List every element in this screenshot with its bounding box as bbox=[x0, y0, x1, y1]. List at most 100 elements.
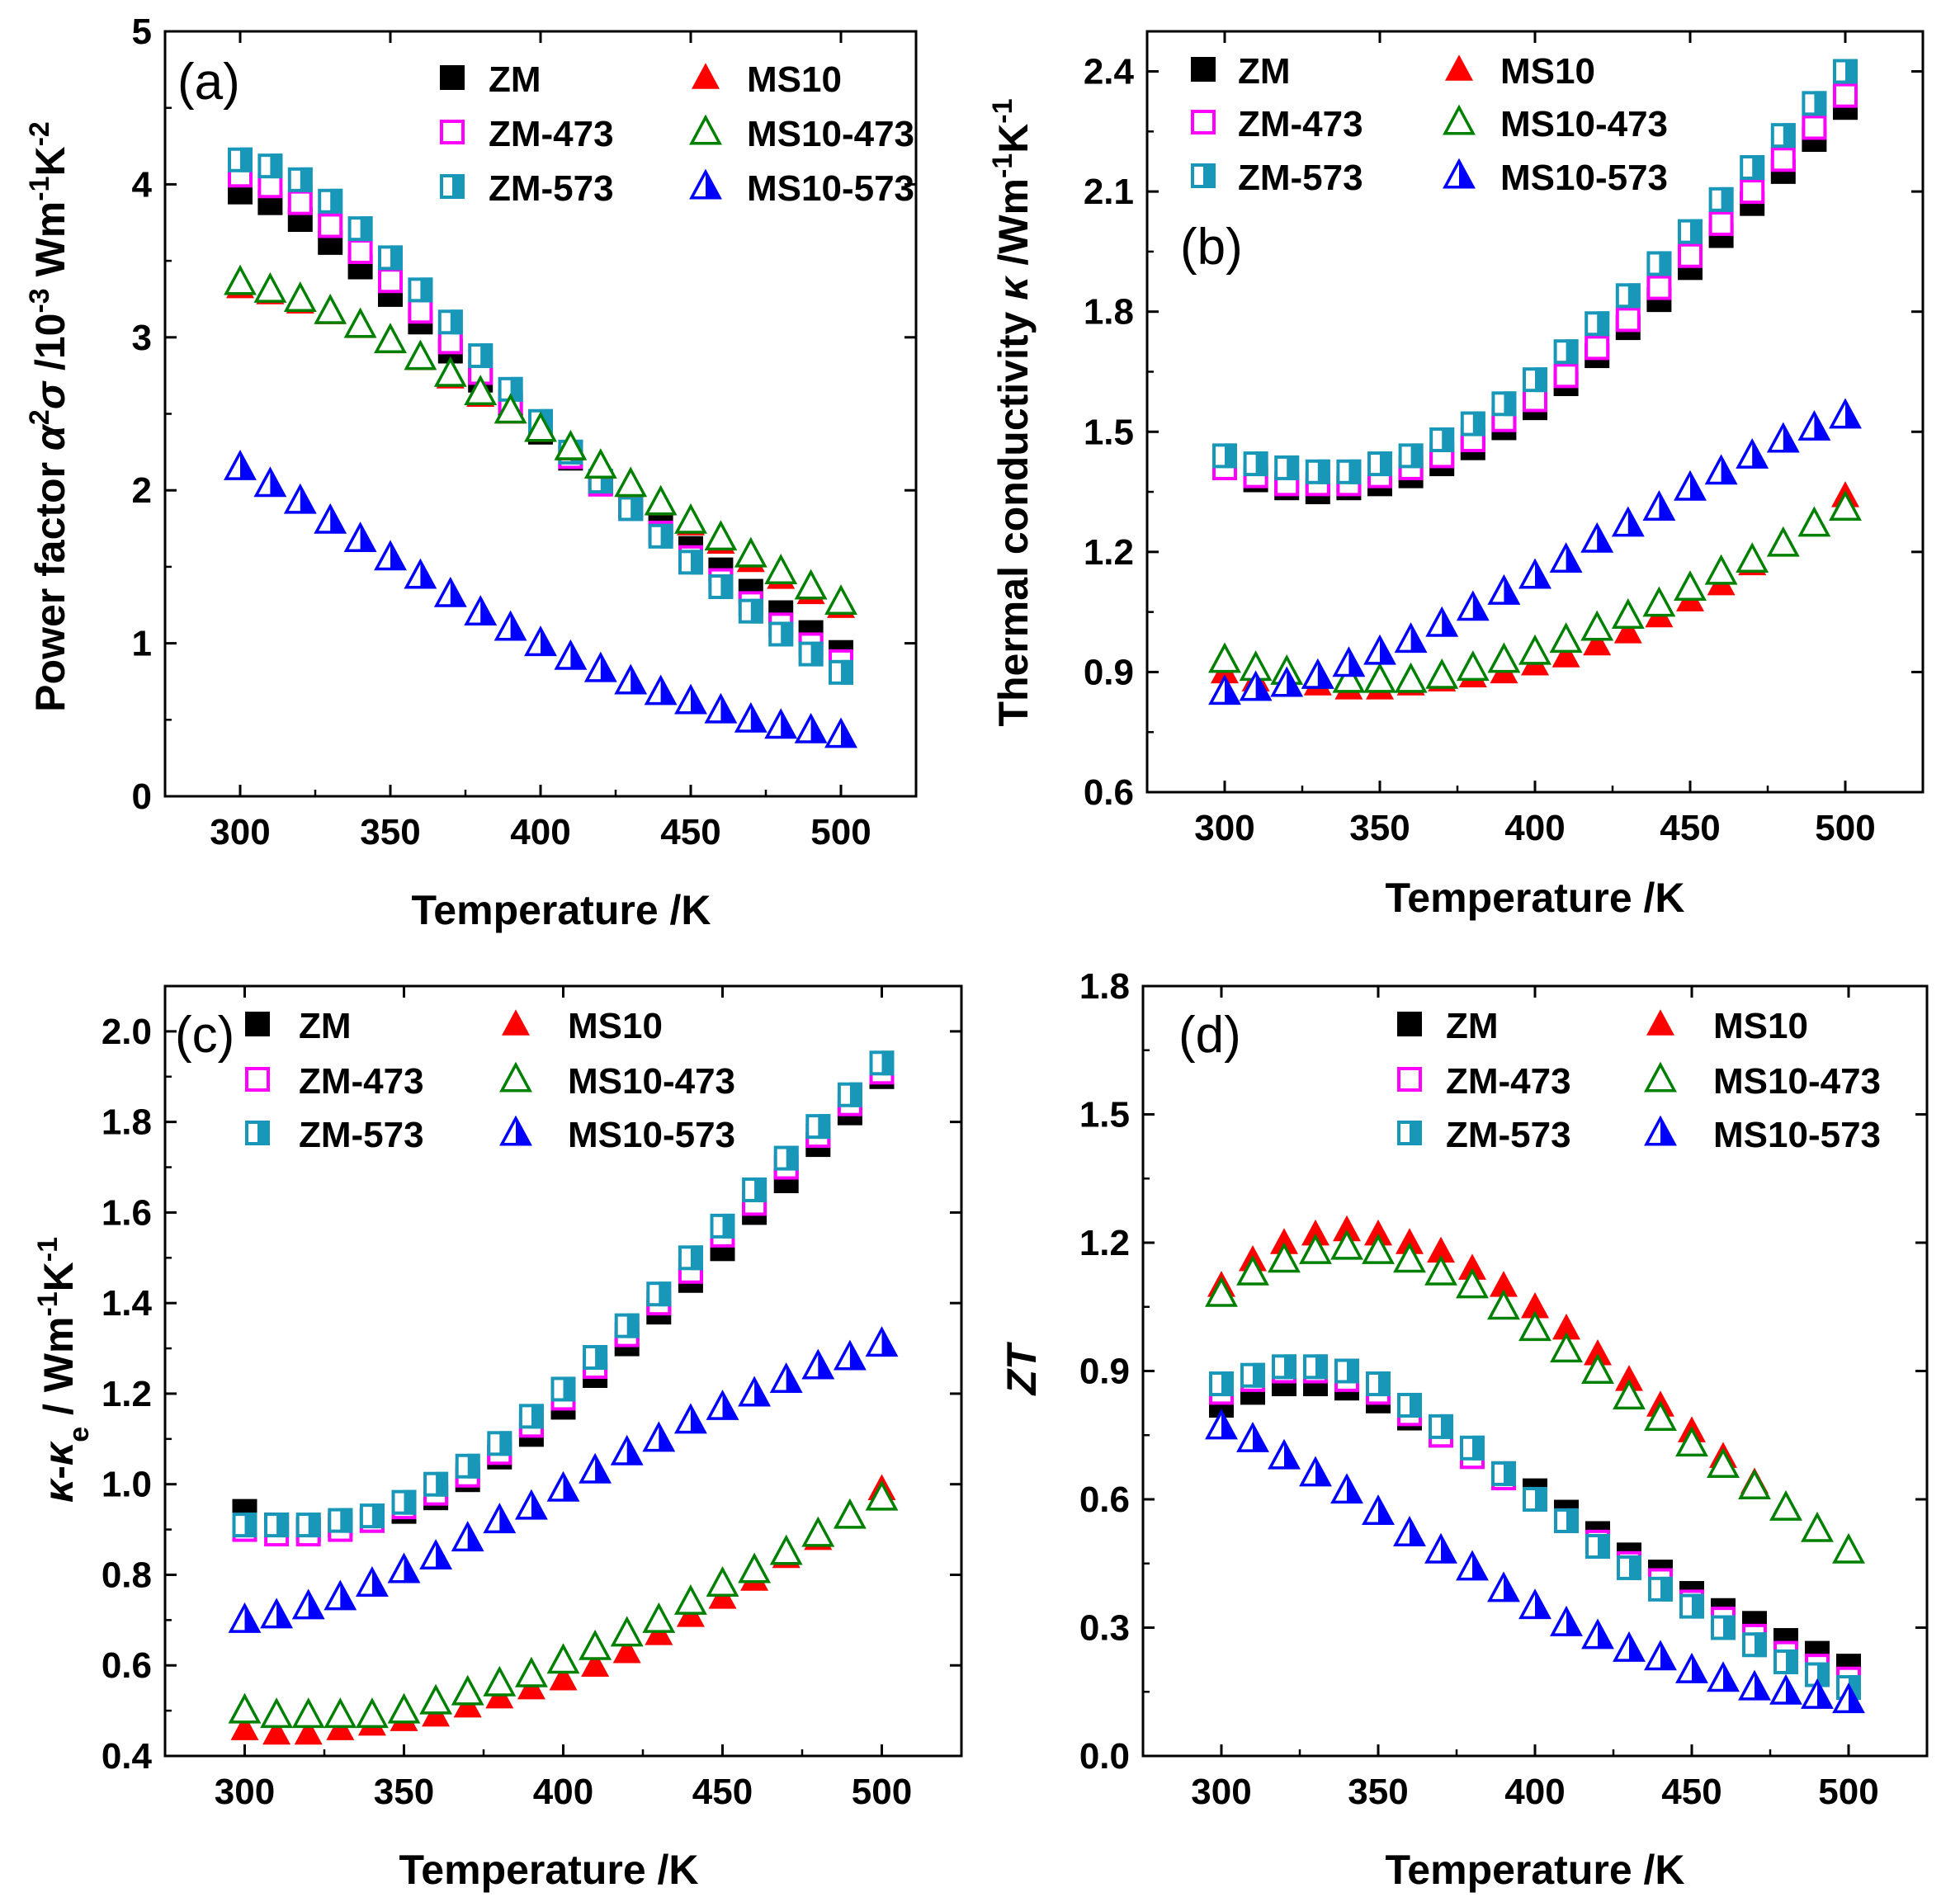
data-point bbox=[1491, 1461, 1516, 1486]
data-point bbox=[437, 329, 463, 355]
legend-label: ZM bbox=[1446, 1006, 1499, 1046]
data-point bbox=[1394, 662, 1428, 693]
legend-marker bbox=[502, 1009, 530, 1036]
data-point bbox=[1711, 1615, 1736, 1640]
data-point bbox=[437, 309, 463, 335]
data-point bbox=[1644, 1640, 1677, 1671]
data-point bbox=[1613, 617, 1642, 644]
x-tick-label: 350 bbox=[1349, 808, 1410, 848]
data-point bbox=[1424, 1532, 1457, 1564]
data-point bbox=[1644, 1400, 1677, 1432]
legend-label: MS10-473 bbox=[747, 114, 914, 154]
data-point bbox=[824, 717, 857, 748]
data-point bbox=[549, 1664, 578, 1691]
data-point bbox=[1518, 558, 1551, 589]
data-point bbox=[1613, 1379, 1646, 1410]
y-tick-label: 0.9 bbox=[1084, 652, 1134, 692]
legend-label: ZM bbox=[489, 59, 541, 100]
data-point bbox=[1425, 606, 1459, 637]
data-point bbox=[708, 574, 734, 600]
data-point bbox=[524, 411, 557, 442]
x-tick-label: 450 bbox=[692, 1772, 753, 1812]
data-point bbox=[648, 523, 673, 549]
data-point bbox=[1769, 1489, 1802, 1521]
data-point bbox=[419, 1683, 453, 1715]
y-axis-title: Thermal conductivity κ /Wm-1K-1 bbox=[987, 98, 1037, 726]
legend-marker bbox=[1443, 104, 1476, 135]
legend-label: ZM-473 bbox=[489, 114, 614, 154]
x-tick-label: 450 bbox=[660, 812, 720, 852]
data-point bbox=[464, 375, 498, 406]
series-ms10-473 bbox=[228, 1480, 899, 1729]
data-point bbox=[1487, 1571, 1520, 1602]
legend-marker bbox=[440, 65, 465, 90]
y-axis-title: ZT bbox=[999, 1341, 1045, 1397]
data-point bbox=[1766, 526, 1800, 557]
legend: ZM ZM-473 ZM-573 MS10 MS10-473 MS10-573 bbox=[440, 59, 914, 209]
data-point bbox=[674, 503, 707, 534]
data-point bbox=[1551, 641, 1580, 668]
data-point bbox=[1617, 1555, 1641, 1580]
data-point bbox=[487, 1431, 512, 1456]
data-point bbox=[494, 393, 527, 424]
data-point bbox=[455, 1453, 480, 1479]
y-axis-title: Power factor α2σ /10-3 Wm-1K-2 bbox=[24, 121, 73, 712]
data-point bbox=[1646, 251, 1672, 276]
data-point bbox=[738, 1552, 772, 1583]
x-tick-label: 350 bbox=[1348, 1772, 1408, 1812]
data-point bbox=[1429, 1414, 1453, 1439]
data-point bbox=[318, 188, 343, 214]
y-tick-label: 1.5 bbox=[1084, 412, 1134, 452]
data-point bbox=[1367, 451, 1392, 477]
data-point bbox=[378, 268, 403, 294]
legend-label: MS10-473 bbox=[568, 1061, 735, 1102]
data-point bbox=[1487, 1289, 1520, 1320]
x-tick-label: 450 bbox=[1661, 1772, 1721, 1812]
data-point bbox=[1580, 610, 1614, 641]
data-point bbox=[228, 1602, 262, 1633]
data-point bbox=[612, 1637, 641, 1664]
y-tick-label: 1.2 bbox=[102, 1374, 152, 1414]
y-tick-label: 1.0 bbox=[102, 1465, 152, 1505]
y-tick-label: 2.1 bbox=[1084, 172, 1134, 212]
data-point bbox=[423, 1471, 449, 1497]
data-point bbox=[468, 343, 494, 369]
panel-label: (c) bbox=[175, 1007, 234, 1064]
data-point bbox=[833, 1339, 867, 1371]
data-point bbox=[734, 536, 767, 568]
data-point bbox=[805, 1114, 831, 1140]
legend-marker bbox=[1644, 1061, 1677, 1093]
data-point bbox=[550, 1376, 576, 1402]
data-point bbox=[1674, 470, 1707, 501]
data-point bbox=[224, 264, 257, 295]
series-zm-473 bbox=[1212, 83, 1858, 497]
data-point bbox=[1330, 1229, 1363, 1260]
data-point bbox=[1580, 522, 1614, 553]
data-point bbox=[773, 1145, 799, 1171]
data-point bbox=[1208, 642, 1241, 673]
series-ms10-473 bbox=[1208, 490, 1862, 693]
data-point bbox=[387, 1552, 421, 1583]
legend-marker bbox=[1443, 158, 1476, 189]
y-tick-label: 1.8 bbox=[102, 1102, 152, 1143]
panel-label: (d) bbox=[1178, 1007, 1241, 1064]
data-point bbox=[581, 1650, 610, 1677]
data-point bbox=[618, 496, 644, 522]
data-point bbox=[1205, 1409, 1238, 1440]
data-point bbox=[1236, 1254, 1269, 1286]
data-point bbox=[1490, 1271, 1518, 1297]
y-tick-label: 3 bbox=[132, 318, 152, 358]
y-tick-label: 1.8 bbox=[1084, 292, 1134, 333]
y-tick-label: 1.2 bbox=[1084, 532, 1134, 573]
data-point bbox=[391, 1489, 417, 1515]
data-point bbox=[1363, 662, 1396, 693]
data-point bbox=[579, 1452, 612, 1484]
legend-label: ZM-573 bbox=[1238, 158, 1363, 198]
data-point bbox=[1330, 1473, 1363, 1504]
data-point bbox=[1549, 542, 1583, 573]
legend-label: ZM-473 bbox=[1238, 104, 1363, 144]
series-ms10-473 bbox=[224, 264, 857, 616]
x-tick-label: 350 bbox=[360, 812, 420, 852]
data-point bbox=[1550, 1332, 1583, 1363]
